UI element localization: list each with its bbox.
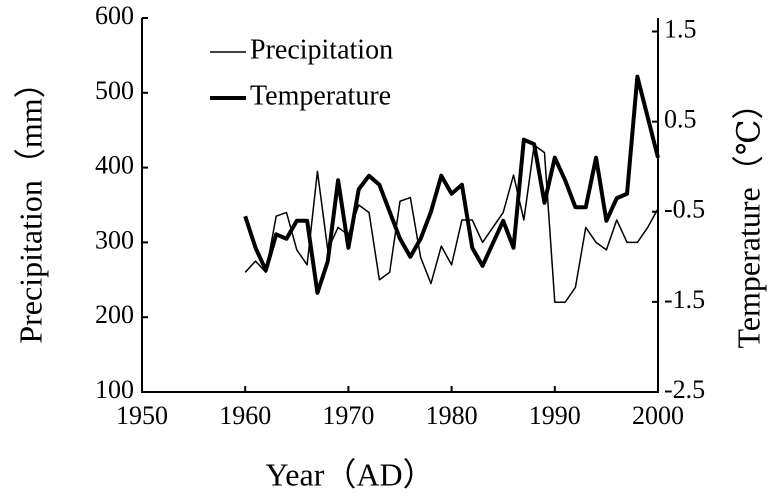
- y-tick-label: 100: [95, 375, 134, 404]
- y-tick-label: 400: [95, 151, 134, 180]
- x-tick-label: 2000: [632, 401, 684, 430]
- x-axis-label: Year（AD）: [265, 456, 434, 492]
- y-tick-label: 600: [95, 1, 134, 30]
- y-axis-label: Precipitation（mm）: [12, 66, 48, 343]
- x-tick-label: 1980: [426, 401, 478, 430]
- x-tick-label: 1990: [529, 401, 581, 430]
- y-tick-label: 300: [95, 225, 134, 254]
- x-tick-label: 1950: [116, 401, 168, 430]
- y2-tick-label: -0.5: [664, 195, 705, 224]
- y2-tick-label: -2.5: [664, 375, 705, 404]
- axes: [141, 18, 659, 393]
- x-tick-label: 1970: [322, 401, 374, 430]
- y-tick-label: 500: [95, 76, 134, 105]
- y2-tick-label: 0.5: [664, 105, 697, 134]
- y-tick-label: 200: [95, 300, 134, 329]
- y2-tick-label: -1.5: [664, 285, 705, 314]
- series-line: [243, 74, 660, 295]
- series-line: [244, 144, 659, 303]
- legend-label: Precipitation: [250, 34, 393, 65]
- legend-label: Temperature: [250, 80, 391, 111]
- y2-axis-label: Temperature（℃）: [730, 87, 766, 348]
- x-tick-label: 1960: [219, 401, 271, 430]
- y2-tick-label: 1.5: [664, 14, 697, 43]
